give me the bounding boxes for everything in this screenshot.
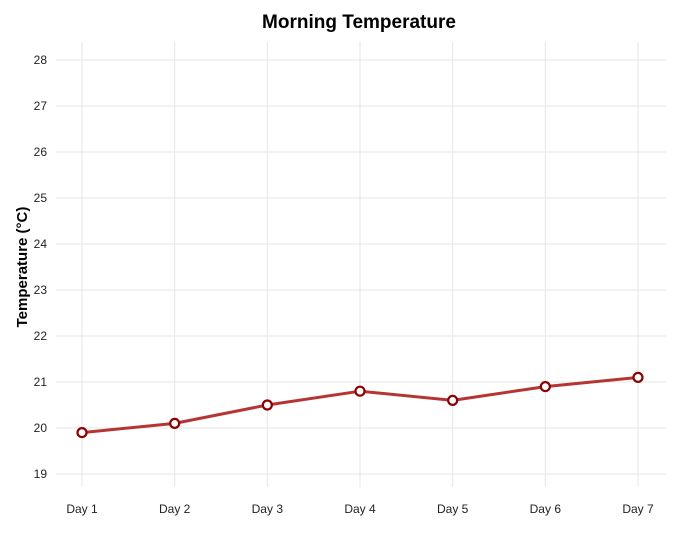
y-axis-label: Temperature (°C)	[14, 207, 31, 328]
data-point	[169, 417, 181, 429]
grid	[56, 42, 666, 487]
y-axis-ticks: 19 20 21 22 23 24 25 26 27 28	[34, 53, 48, 481]
y-tick-label: 28	[34, 53, 48, 67]
data-point	[632, 371, 644, 383]
x-tick-label: Day 2	[159, 502, 191, 516]
y-tick-label: 26	[34, 145, 48, 159]
y-tick-label: 25	[34, 191, 48, 205]
y-tick-label: 22	[34, 329, 48, 343]
data-point	[354, 385, 366, 397]
y-tick-label: 27	[34, 99, 48, 113]
chart-title: Morning Temperature	[262, 12, 456, 33]
data-point	[447, 394, 459, 406]
x-tick-label: Day 3	[252, 502, 284, 516]
x-axis-ticks: Day 1 Day 2 Day 3 Day 4 Day 5 Day 6 Day 7	[66, 502, 654, 516]
y-tick-label: 24	[34, 237, 48, 251]
x-tick-label: Day 6	[530, 502, 562, 516]
y-tick-label: 19	[34, 467, 48, 481]
y-tick-label: 23	[34, 283, 48, 297]
data-point	[76, 427, 88, 439]
data-point	[261, 399, 273, 411]
x-tick-label: Day 1	[66, 502, 98, 516]
x-tick-label: Day 7	[622, 502, 654, 516]
y-tick-label: 20	[34, 421, 48, 435]
y-tick-label: 21	[34, 375, 48, 389]
data-point-layer	[76, 371, 644, 439]
data-point	[539, 381, 551, 393]
x-tick-label: Day 5	[437, 502, 469, 516]
x-tick-label: Day 4	[344, 502, 376, 516]
